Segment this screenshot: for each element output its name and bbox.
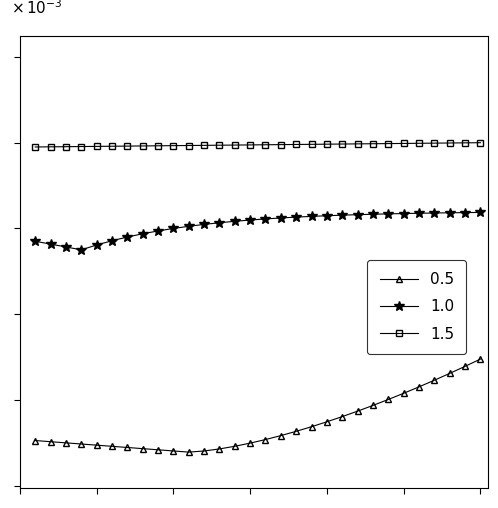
1.0 (109, 238, 115, 244)
1.5 (232, 142, 238, 148)
1.0 (48, 241, 54, 247)
1.0 (124, 234, 130, 240)
Line: 1.5: 1.5 (32, 139, 484, 150)
1.0 (370, 211, 376, 217)
1.0 (201, 221, 207, 228)
1.0 (400, 210, 406, 216)
1.0 (324, 213, 330, 219)
1.0 (63, 244, 69, 250)
1.5 (478, 140, 484, 146)
1.0 (186, 223, 192, 229)
1.5 (186, 142, 192, 148)
1.0 (170, 226, 176, 232)
1.0 (385, 211, 391, 217)
0.5 (431, 377, 437, 384)
1.0 (355, 212, 361, 218)
1.5 (324, 141, 330, 147)
1.5 (339, 141, 345, 147)
1.0 (293, 214, 299, 220)
1.5 (32, 144, 38, 150)
0.5 (400, 390, 406, 396)
1.5 (48, 144, 54, 150)
1.0 (247, 217, 253, 223)
0.5 (339, 414, 345, 420)
1.5 (400, 140, 406, 146)
Legend: 0.5, 1.0, 1.5: 0.5, 1.0, 1.5 (368, 260, 466, 354)
1.0 (140, 231, 146, 237)
1.0 (478, 209, 484, 215)
0.5 (309, 424, 315, 430)
1.5 (217, 142, 223, 148)
0.5 (201, 448, 207, 454)
1.5 (170, 143, 176, 149)
0.5 (355, 408, 361, 414)
0.5 (32, 437, 38, 443)
0.5 (293, 428, 299, 434)
1.5 (462, 140, 468, 146)
0.5 (278, 432, 284, 438)
1.0 (416, 210, 422, 216)
1.5 (155, 143, 161, 149)
0.5 (155, 447, 161, 453)
1.5 (447, 140, 453, 146)
0.5 (124, 444, 130, 451)
1.5 (109, 143, 115, 149)
1.5 (140, 143, 146, 149)
1.5 (63, 144, 69, 150)
Text: $\times\,10^{-3}$: $\times\,10^{-3}$ (10, 0, 62, 17)
1.5 (247, 142, 253, 148)
0.5 (48, 438, 54, 444)
Line: 1.0: 1.0 (30, 208, 485, 255)
1.5 (431, 140, 437, 146)
1.0 (155, 228, 161, 234)
Line: 0.5: 0.5 (32, 356, 484, 456)
1.5 (416, 140, 422, 146)
0.5 (109, 443, 115, 450)
0.5 (78, 441, 84, 447)
0.5 (370, 402, 376, 408)
1.0 (462, 209, 468, 215)
0.5 (232, 443, 238, 449)
1.0 (339, 212, 345, 218)
1.5 (309, 141, 315, 147)
0.5 (478, 356, 484, 362)
1.0 (431, 210, 437, 216)
0.5 (262, 436, 268, 442)
1.5 (262, 142, 268, 148)
1.5 (385, 141, 391, 147)
1.5 (201, 142, 207, 148)
0.5 (140, 446, 146, 452)
1.0 (32, 238, 38, 244)
0.5 (186, 449, 192, 455)
1.0 (94, 242, 100, 248)
1.5 (94, 143, 100, 149)
1.0 (232, 218, 238, 225)
1.5 (278, 142, 284, 148)
1.5 (124, 143, 130, 149)
0.5 (447, 370, 453, 376)
1.5 (355, 141, 361, 147)
1.5 (293, 141, 299, 147)
1.5 (78, 143, 84, 149)
0.5 (63, 440, 69, 446)
0.5 (462, 363, 468, 369)
1.5 (370, 141, 376, 147)
0.5 (247, 440, 253, 446)
0.5 (416, 384, 422, 390)
1.0 (278, 215, 284, 221)
1.0 (262, 216, 268, 222)
1.0 (217, 219, 223, 226)
1.0 (309, 213, 315, 219)
0.5 (385, 396, 391, 402)
1.0 (78, 247, 84, 253)
0.5 (217, 446, 223, 452)
0.5 (94, 442, 100, 448)
0.5 (170, 448, 176, 454)
0.5 (324, 419, 330, 425)
1.0 (447, 210, 453, 216)
